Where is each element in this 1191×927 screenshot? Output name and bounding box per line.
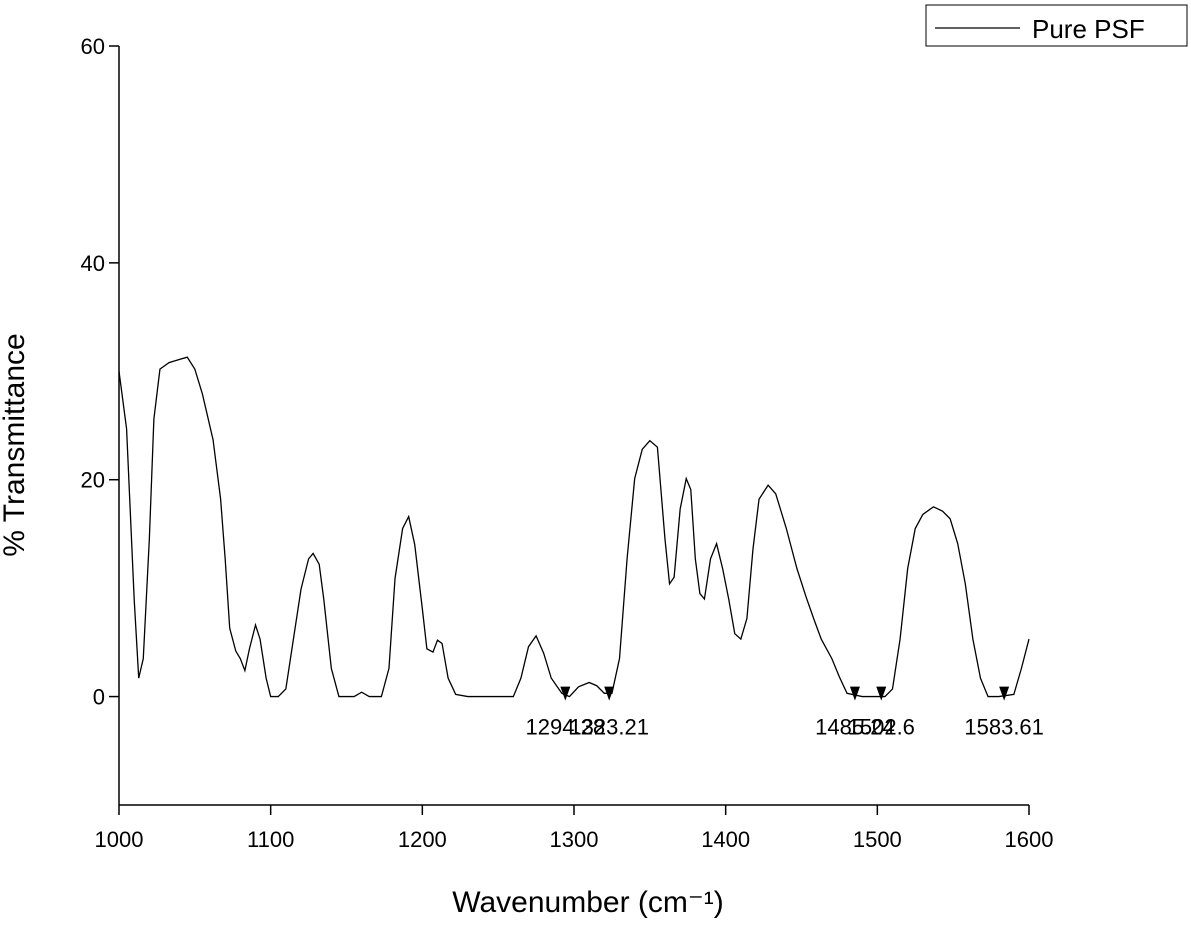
x-tick-label: 1500 [853, 827, 902, 852]
x-tick-label: 1300 [550, 827, 599, 852]
y-axis-label: % Transmittance [0, 333, 31, 556]
peak-label: 1323.21 [569, 715, 649, 740]
legend-label: Pure PSF [1032, 14, 1145, 44]
x-tick-label: 1100 [247, 827, 294, 852]
peak-marker [876, 686, 887, 701]
y-tick-label: 20 [81, 468, 105, 493]
peak-marker [604, 686, 615, 701]
peak-marker [999, 686, 1010, 701]
x-tick-label: 1400 [701, 827, 750, 852]
y-tick-label: 0 [93, 685, 105, 710]
peak-label: 1294.28 [526, 715, 606, 740]
series-line [118, 356, 1030, 698]
peak-marker [849, 686, 860, 701]
y-tick-label: 60 [81, 34, 105, 59]
y-tick-label: 40 [81, 251, 105, 276]
peak-label: 1583.61 [964, 715, 1044, 740]
legend [925, 4, 1188, 47]
peak-label: 1502.6 [848, 715, 915, 740]
peak-label: 1485.24 [815, 715, 895, 740]
x-tick-label: 1200 [398, 827, 447, 852]
x-axis-label: Wavenumber (cm⁻¹) [452, 886, 723, 919]
x-tick-label: 1000 [95, 827, 144, 852]
peak-marker [560, 686, 571, 701]
x-tick-label: 1600 [1005, 827, 1054, 852]
